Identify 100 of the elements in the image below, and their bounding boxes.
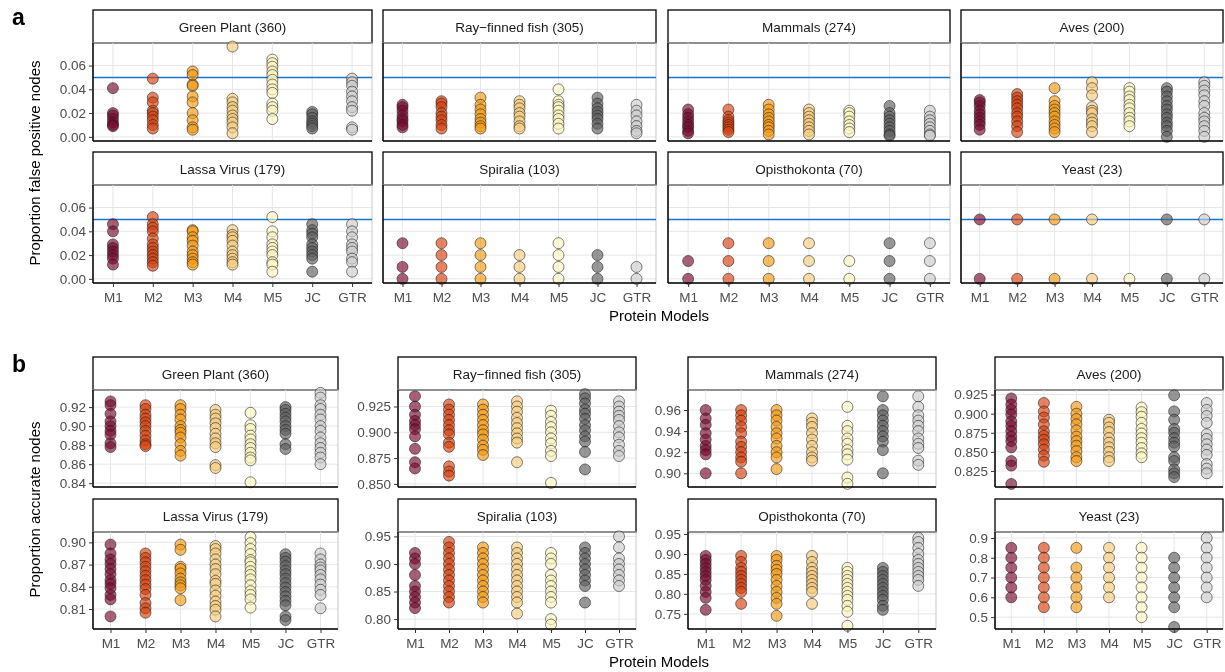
y-tick-label: 0.84 [59,579,87,595]
x-tick-label: M3 [767,636,787,652]
y-tick-label: 0.85 [364,584,391,600]
x-tick-label: M5 [838,636,858,652]
y-tick-label: 0.90 [654,466,681,482]
x-tick-label: M5 [542,636,561,652]
chart-title: Mammals (274) [765,366,859,382]
x-tick-label: M1 [696,636,716,652]
y-tick-label: 0.06 [59,58,86,74]
x-tick-label: M3 [759,290,779,306]
y-tick-label: 0.9 [969,530,988,546]
x-tick-label: JC [875,636,892,652]
y-tick-label: 0.06 [59,200,86,216]
y-tick-label: 0.02 [59,247,86,263]
y-tick-label: 0.95 [364,529,391,545]
y-tick-label: 0.80 [364,611,391,627]
x-tick-label: M3 [474,636,493,652]
y-tick-label: 0.900 [954,406,988,422]
x-tick-label: JC [577,636,594,652]
x-tick-label: M3 [471,290,491,306]
y-tick-label: 0.850 [954,444,988,460]
y-tick-label: 0.92 [654,445,681,461]
chart-title: Spiralia (103) [479,161,560,177]
x-tick-label: M4 [206,636,226,652]
chart-title: Yeast (23) [1061,161,1123,177]
y-tick-label: 0.7 [969,570,988,586]
x-axis-title: Protein Models [608,307,710,324]
chart-title: Opisthokonta (70) [758,508,866,524]
y-tick-label: 0.04 [59,82,87,98]
chart-title: Lassa Virus (179) [162,508,269,524]
chart-title: Lassa Virus (179) [179,161,286,177]
y-tick-label: 0.95 [654,526,681,542]
x-tick-label: M1 [406,636,425,652]
x-tick-label: M4 [803,636,823,652]
x-tick-label: M1 [104,290,123,306]
y-tick-label: 0.00 [59,271,86,287]
y-tick-label: 0.81 [59,601,86,617]
x-tick-label: M1 [1002,636,1022,652]
x-tick-label: JC [1159,290,1176,306]
x-tick-label: M2 [1008,290,1028,306]
x-tick-label: M4 [508,636,528,652]
y-tick-label: 0.90 [654,546,681,562]
chart-title: Aves (200) [1059,19,1125,35]
x-tick-label: M2 [143,290,163,306]
x-tick-label: M4 [800,290,820,306]
y-tick-label: 0.86 [59,457,86,472]
y-tick-label: 0.00 [59,129,86,145]
x-tick-label: M2 [136,636,156,652]
x-tick-label: M2 [440,636,459,652]
y-tick-label: 0.5 [969,609,988,625]
x-tick-label: GTR [1190,290,1220,306]
y-tick-label: 0.90 [364,556,391,572]
x-tick-label: GTR [605,636,634,652]
x-tick-label: M5 [840,290,860,306]
x-tick-label: M2 [732,636,752,652]
x-tick-label: M2 [719,290,739,306]
chart-title: Mammals (274) [762,19,856,35]
chart-title: Yeast (23) [1078,508,1140,524]
y-tick-label: 0.875 [357,450,391,466]
x-tick-label: GTR [916,290,945,306]
y-tick-label: 0.6 [969,590,988,606]
x-tick-label: GTR [1192,636,1222,652]
x-tick-label: M5 [1132,636,1152,652]
x-tick-label: JC [1166,636,1184,652]
chart-title: Green Plant (360) [161,366,270,382]
y-tick-label: 0.825 [954,463,988,479]
x-tick-label: M1 [393,290,413,306]
y-tick-label: 0.92 [59,399,86,415]
x-tick-label: JC [589,290,607,306]
x-tick-label: GTR [338,290,368,306]
y-tick-label: 0.8 [969,550,988,566]
y-tick-label: 0.90 [59,418,86,434]
x-tick-label: M4 [223,290,243,306]
y-tick-label: 0.875 [954,425,988,441]
y-tick-label: 0.75 [654,606,681,622]
x-tick-label: M5 [1120,290,1140,306]
y-tick-label: 0.85 [654,566,681,582]
y-tick-label: 0.87 [59,557,86,573]
chart-title: Spiralia (103) [476,508,558,524]
chart-title: Opisthokonta (70) [755,161,863,177]
x-tick-label: M3 [183,290,203,306]
chart-title: Ray−finned fish (305) [452,366,582,382]
x-tick-label: M1 [101,636,121,652]
chart-title: Ray−finned fish (305) [455,19,584,35]
y-tick-label: 0.925 [954,387,988,403]
x-tick-label: JC [304,290,322,306]
y-tick-label: 0.94 [654,423,682,439]
text: b [12,351,27,377]
y-tick-label: 0.04 [59,224,87,240]
y-tick-label: 0.96 [654,402,681,418]
x-tick-label: GTR [306,636,336,652]
x-tick-label: M4 [510,290,530,306]
y-tick-label: 0.80 [654,586,681,602]
y-tick-label: 0.850 [357,476,391,492]
y-tick-label: 0.84 [59,476,87,492]
x-tick-label: M5 [263,290,283,306]
x-tick-label: M4 [1083,290,1103,306]
y-axis-title: Proportion false positive nodes [26,60,43,266]
y-tick-label: 0.900 [357,425,391,441]
x-tick-label: M3 [1045,290,1065,306]
